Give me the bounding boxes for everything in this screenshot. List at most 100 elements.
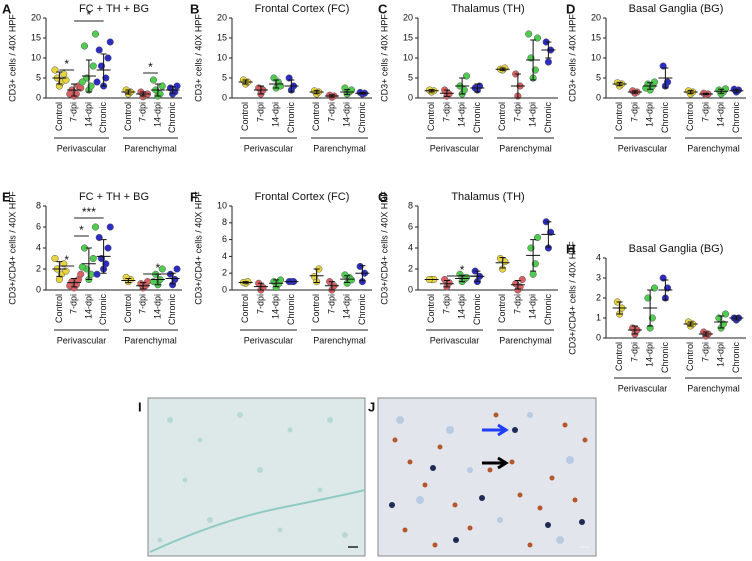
y-axis-label: CD3+ cells / 40X HPF xyxy=(379,14,389,102)
chart-title: Frontal Cortex (FC) xyxy=(255,191,350,203)
x-tick-label: 14-dpi xyxy=(716,342,726,367)
dot-plot: C Thalamus (TH) CD3+ cells / 40X HPF 0 5 10 15… xyxy=(378,1,558,153)
group-label: Perivascular xyxy=(244,335,294,345)
x-tick-label: Control xyxy=(54,102,64,131)
y-tick-label: 10 xyxy=(31,52,41,62)
y-tick-label: 0 xyxy=(408,92,413,102)
panel-letter: H xyxy=(566,241,575,256)
x-tick-label: Control xyxy=(426,102,436,131)
data-point xyxy=(664,78,672,86)
data-point xyxy=(525,30,533,38)
data-point xyxy=(97,62,105,70)
error-bar xyxy=(439,89,454,97)
error-bar xyxy=(683,321,698,327)
group-label: Parenchymal xyxy=(687,383,740,393)
image-frame xyxy=(147,397,366,557)
error-bar xyxy=(658,67,673,89)
x-tick-label: Chronic xyxy=(543,294,553,326)
dot-plot: A FC + TH + BG CD3+ cells / 40X HPF 0 5 10 15 2… xyxy=(2,1,182,153)
y-tick-label: 20 xyxy=(31,12,41,22)
error-bar xyxy=(253,282,268,291)
error-bar xyxy=(309,89,324,95)
data-point xyxy=(78,78,86,86)
y-tick-label: 0 xyxy=(596,92,601,102)
x-tick-label: Control xyxy=(614,342,624,371)
data-point xyxy=(51,254,59,263)
data-point xyxy=(310,273,318,281)
x-tick-label: 7-dpi xyxy=(629,342,639,362)
data-point xyxy=(158,265,166,273)
y-tick-label: 8 xyxy=(408,200,413,210)
data-point xyxy=(104,244,112,252)
error-bar xyxy=(627,325,642,335)
x-tick-label: 7-dpi xyxy=(69,294,79,314)
data-point xyxy=(518,275,526,284)
group-label: Parenchymal xyxy=(124,143,177,153)
significance: * xyxy=(87,8,92,22)
x-tick-label: Control xyxy=(685,342,695,371)
group-label: Perivascular xyxy=(618,143,668,153)
x-tick-label: Chronic xyxy=(543,102,553,134)
micrograph-j xyxy=(377,397,597,557)
group-label: Perivascular xyxy=(430,143,480,153)
panel-letter: C xyxy=(378,1,388,16)
data-point xyxy=(347,276,356,284)
y-tick-label: 8 xyxy=(36,200,41,210)
group-label: Parenchymal xyxy=(313,335,366,345)
chart-title: Basal Ganglia (BG) xyxy=(629,3,724,15)
x-tick-label: 7-dpi xyxy=(138,294,148,314)
dot-plot: F Frontal Cortex (FC) CD3+/CD4+ cells / 40… xyxy=(190,189,372,345)
error-bar xyxy=(253,85,268,95)
y-tick-label: 0 xyxy=(36,284,41,294)
x-tick-label: 14-dpi xyxy=(83,294,93,319)
data-point xyxy=(77,270,85,278)
y-tick-label: 2 xyxy=(596,292,601,302)
data-point xyxy=(445,90,453,98)
x-tick-label: Chronic xyxy=(472,294,482,326)
x-tick-label: 7-dpi xyxy=(326,294,336,314)
error-bar xyxy=(612,81,627,87)
y-tick-label: 15 xyxy=(217,32,227,42)
x-tick-label: Chronic xyxy=(357,102,367,134)
y-tick-label: 10 xyxy=(217,52,227,62)
x-tick-label: Control xyxy=(311,294,321,323)
y-tick-label: 5 xyxy=(596,72,601,82)
x-tick-label: 7-dpi xyxy=(700,342,710,362)
error-bar xyxy=(165,86,180,94)
y-tick-label: 2 xyxy=(222,268,227,278)
y-tick-label: 5 xyxy=(408,72,413,82)
data-point xyxy=(341,271,349,279)
error-bar xyxy=(541,41,556,59)
y-tick-label: 2 xyxy=(36,263,41,273)
y-tick-label: 5 xyxy=(222,72,227,82)
x-tick-label: Control xyxy=(240,102,250,131)
data-point xyxy=(106,223,114,231)
error-bar xyxy=(52,71,67,85)
error-bar xyxy=(150,273,165,286)
error-bar xyxy=(309,268,324,283)
chart-title: FC + TH + BG xyxy=(79,3,149,15)
y-tick-label: 15 xyxy=(31,32,41,42)
x-tick-label: 7-dpi xyxy=(441,294,451,314)
group-label: Perivascular xyxy=(244,143,294,153)
significance: * xyxy=(64,57,69,71)
error-bar xyxy=(698,331,713,337)
data-point xyxy=(91,223,100,231)
dot-plot: H Basal Ganglia (BG) CD3+/CD4+ cells / 40X… xyxy=(566,241,746,393)
x-tick-label: 7-dpi xyxy=(700,102,710,122)
x-tick-label: Control xyxy=(497,294,507,323)
error-bar xyxy=(729,88,744,93)
group-label: Perivascular xyxy=(57,335,107,345)
error-bar xyxy=(340,89,355,95)
image-frame xyxy=(377,397,597,557)
x-tick-label: 14-dpi xyxy=(83,102,93,127)
x-tick-label: 7-dpi xyxy=(326,102,336,122)
error-bar xyxy=(470,83,485,93)
data-point xyxy=(650,78,659,86)
x-tick-label: 14-dpi xyxy=(457,294,467,319)
x-tick-label: 14-dpi xyxy=(645,102,655,127)
data-point xyxy=(80,42,89,50)
x-tick-label: 14-dpi xyxy=(152,102,162,127)
error-bar xyxy=(455,274,470,283)
error-bar xyxy=(269,279,284,288)
